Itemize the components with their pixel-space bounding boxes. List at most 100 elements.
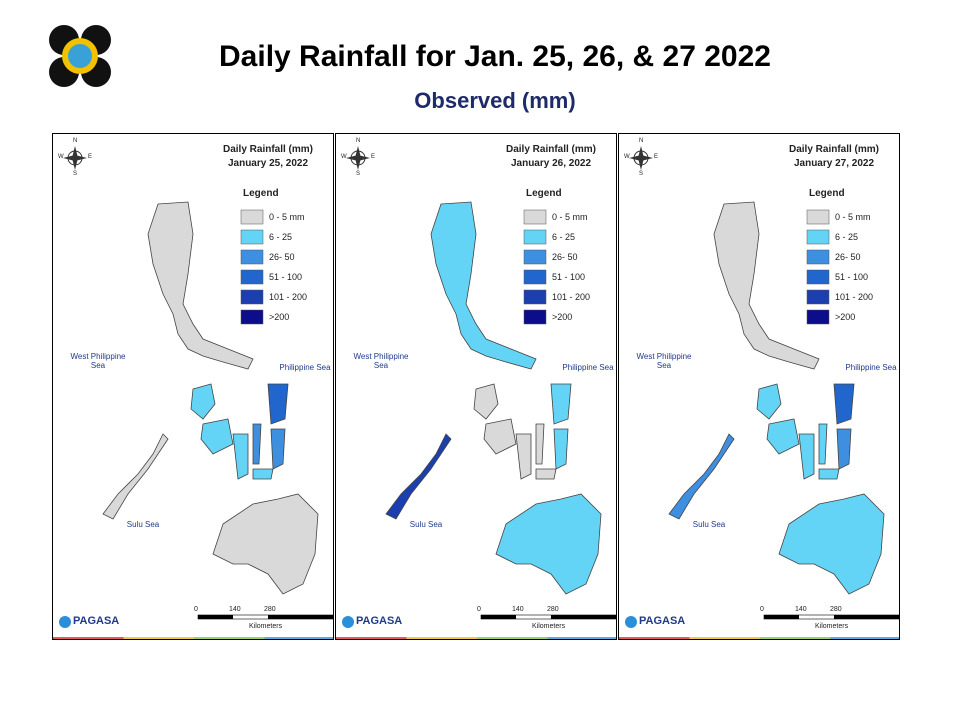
compass-star — [629, 146, 653, 170]
scale-label: 0 — [477, 606, 481, 613]
scale-label: 0 — [194, 606, 198, 613]
title: Daily Rainfall for Jan. 25, 26, & 27 202… — [219, 40, 771, 73]
legend-swatch — [240, 289, 264, 305]
compass-n: N — [639, 138, 644, 144]
legend-swatch — [523, 269, 547, 285]
legend-label: 101 - 200 — [835, 292, 874, 302]
legend-swatch — [240, 309, 264, 325]
sea-south: Sulu Sea — [409, 520, 443, 529]
sea-east: Philippine Sea — [279, 363, 331, 372]
legend-swatch — [240, 249, 264, 265]
legend-label: 101 - 200 — [269, 292, 308, 302]
legend-swatch — [523, 249, 547, 265]
sea-west: West Philippine Sea — [353, 352, 409, 370]
map-heading: Daily Rainfall (mm) — [505, 144, 597, 155]
sea-east: Philippine Sea — [845, 363, 897, 372]
legend-label: 51 - 100 — [835, 272, 869, 282]
legend-label: 0 - 5 mm — [552, 212, 588, 222]
logo-mark — [625, 616, 637, 628]
compass-e: E — [88, 154, 93, 160]
footer-strip — [53, 637, 124, 639]
scale-bar-fill — [834, 615, 899, 619]
legend-swatch — [523, 289, 547, 305]
island — [668, 433, 735, 520]
legend-label: >200 — [269, 312, 290, 322]
legend-label: 6 - 25 — [552, 232, 576, 242]
legend-label: 0 - 5 mm — [835, 212, 871, 222]
compass-s: S — [73, 171, 78, 177]
logo-mark — [342, 616, 354, 628]
map — [336, 146, 616, 639]
footer-strip — [264, 637, 333, 639]
scale-label: 0 — [760, 606, 764, 613]
sea-east: Philippine Sea — [562, 363, 614, 372]
legend-label: >200 — [835, 312, 856, 322]
logo-text: PAGASA — [73, 615, 120, 627]
map-date: January 25, 2022 — [227, 158, 309, 169]
island — [713, 201, 820, 370]
compass-star — [63, 146, 87, 170]
sea-south: Sulu Sea — [692, 520, 726, 529]
legend-swatch — [806, 209, 830, 225]
legend-label: 26- 50 — [835, 252, 861, 262]
legend-label: 101 - 200 — [552, 292, 591, 302]
footer-strip — [123, 637, 194, 639]
logo-text: PAGASA — [639, 615, 686, 627]
legend-label: >200 — [552, 312, 573, 322]
island — [200, 418, 234, 455]
legend-label: 6 - 25 — [835, 232, 859, 242]
island — [385, 433, 452, 520]
map-date: January 26, 2022 — [510, 158, 592, 169]
island — [515, 433, 532, 480]
compass-w: W — [58, 154, 64, 160]
scale-bar-fill — [764, 615, 799, 619]
island — [190, 383, 216, 420]
map-heading: Daily Rainfall (mm) — [788, 144, 880, 155]
subtitle: Observed (mm) — [414, 88, 576, 113]
footer-strip — [619, 637, 690, 639]
compass-n: N — [73, 138, 78, 144]
compass-w: W — [341, 154, 347, 160]
legend-title: Legend — [243, 188, 279, 199]
footer-strip — [336, 637, 407, 639]
island — [252, 423, 262, 465]
legend-swatch — [523, 209, 547, 225]
legend-swatch — [523, 309, 547, 325]
island — [535, 468, 557, 480]
island — [833, 383, 855, 425]
island — [495, 493, 602, 595]
legend-label: 26- 50 — [269, 252, 295, 262]
scale-label: 140 — [229, 606, 241, 613]
island — [535, 423, 545, 465]
legend-swatch — [240, 209, 264, 225]
island — [473, 383, 499, 420]
island — [778, 493, 885, 595]
island — [553, 428, 569, 470]
island — [836, 428, 852, 470]
scale-label: 280 — [830, 606, 842, 613]
legend-swatch — [806, 229, 830, 245]
compass-s: S — [356, 171, 361, 177]
sea-south: Sulu Sea — [126, 520, 160, 529]
map-panel: 0 - 5 mm 6 - 25 26- 50 51 - 100 101 - 200 >20… — [335, 133, 617, 640]
scale-unit: Kilometers — [815, 623, 849, 630]
legend-swatch — [523, 229, 547, 245]
island — [232, 433, 249, 480]
legend-label: 0 - 5 mm — [269, 212, 305, 222]
footer-strip — [689, 637, 760, 639]
sea-west: West Philippine Sea — [636, 352, 692, 370]
island — [252, 468, 274, 480]
map-heading: Daily Rainfall (mm) — [222, 144, 314, 155]
legend-swatch — [806, 309, 830, 325]
scale-bar-fill — [268, 615, 333, 619]
island — [798, 433, 815, 480]
island — [267, 383, 289, 425]
logo — [49, 25, 111, 87]
map — [619, 146, 899, 639]
scale-label: 140 — [795, 606, 807, 613]
legend-swatch — [240, 269, 264, 285]
scale-bar-fill — [198, 615, 233, 619]
footer-strip — [477, 637, 548, 639]
legend-swatch — [806, 289, 830, 305]
